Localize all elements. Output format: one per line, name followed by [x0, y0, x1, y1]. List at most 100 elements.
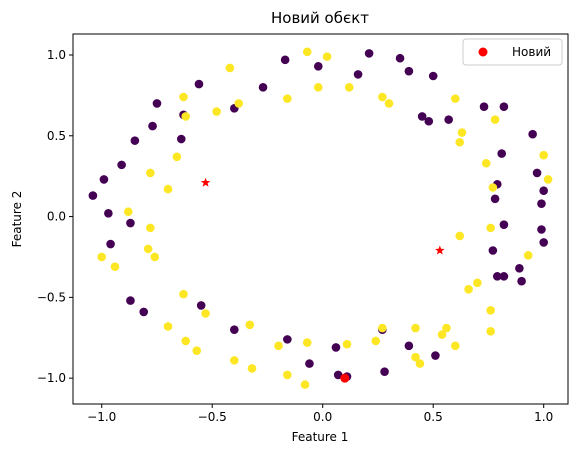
data-point-class-0 — [152, 99, 162, 108]
data-point-class-1 — [302, 47, 312, 57]
data-point-class-1 — [300, 380, 310, 389]
data-point-class-0 — [532, 168, 542, 178]
data-point-class-1 — [146, 223, 155, 233]
data-point-class-0 — [417, 112, 427, 121]
data-point-class-1 — [344, 83, 354, 92]
data-point-class-0 — [333, 370, 343, 380]
data-point-class-0 — [117, 160, 126, 170]
data-point-class-1 — [181, 336, 191, 346]
data-point-class-0 — [364, 49, 374, 58]
data-point-class-1 — [172, 152, 182, 162]
data-point-class-0 — [404, 66, 414, 76]
data-point-class-0 — [499, 220, 509, 229]
data-point-class-1 — [143, 244, 153, 254]
y-tick-label: 1.0 — [47, 48, 66, 62]
x-tick-label: −0.5 — [198, 410, 227, 424]
data-point-class-1 — [488, 183, 498, 192]
data-point-class-0 — [395, 53, 405, 63]
data-point-class-1 — [179, 289, 188, 299]
data-point-class-1 — [181, 112, 191, 121]
data-point-class-1 — [201, 309, 210, 318]
data-point-class-1 — [230, 356, 239, 365]
data-point-class-0 — [488, 246, 498, 255]
centroid-star-marker — [200, 177, 211, 187]
data-point-class-0 — [331, 343, 341, 352]
data-point-class-0 — [194, 79, 204, 89]
data-point-class-0 — [479, 102, 489, 112]
data-point-class-1 — [450, 341, 460, 351]
data-point-class-0 — [126, 296, 135, 305]
data-point-class-0 — [492, 272, 502, 281]
y-tick-label: 0.0 — [47, 210, 66, 224]
data-point-class-1 — [123, 207, 133, 217]
data-point-class-0 — [305, 359, 314, 368]
data-point-class-1 — [179, 92, 188, 102]
y-tick-label: −1.0 — [37, 371, 66, 385]
data-point-class-0 — [428, 71, 438, 81]
data-point-class-1 — [437, 330, 447, 339]
data-point-class-0 — [280, 55, 290, 65]
data-point-class-0 — [444, 115, 453, 124]
y-axis-label: Feature 2 — [10, 191, 24, 248]
data-point-class-1 — [442, 323, 451, 333]
data-point-class-1 — [283, 370, 292, 380]
legend: Новий — [462, 38, 563, 66]
legend-label-new: Новий — [512, 45, 551, 59]
data-point-class-0 — [431, 351, 440, 360]
plot-frame — [72, 33, 569, 405]
data-point-class-0 — [104, 209, 113, 218]
data-point-class-1 — [378, 323, 387, 333]
legend-marker-new — [478, 47, 488, 57]
data-point-class-0 — [313, 62, 323, 71]
data-point-class-1 — [163, 184, 173, 194]
data-point-class-0 — [196, 301, 206, 310]
data-point-class-0 — [176, 134, 186, 144]
data-point-class-1 — [150, 252, 160, 262]
data-point-class-1 — [247, 364, 257, 373]
data-point-class-0 — [497, 149, 507, 158]
data-point-class-1 — [97, 252, 107, 262]
chart-title: Новий обєкт — [271, 9, 369, 27]
data-point-class-1 — [457, 128, 467, 137]
data-point-class-1 — [539, 150, 548, 160]
y-tick-label: −0.5 — [37, 290, 66, 304]
data-point-class-1 — [486, 305, 495, 315]
x-tick-label: −1.0 — [87, 410, 116, 424]
data-point-class-1 — [283, 94, 292, 103]
data-point-class-1 — [245, 320, 255, 330]
data-point-class-0 — [537, 225, 546, 234]
data-point-class-0 — [537, 199, 546, 208]
data-point-class-0 — [106, 239, 115, 249]
data-point-class-1 — [411, 323, 420, 333]
data-point-class-1 — [543, 175, 553, 184]
data-point-class-1 — [225, 63, 235, 73]
data-point-class-0 — [424, 116, 434, 126]
data-point-class-0 — [258, 83, 268, 92]
data-point-class-0 — [283, 335, 292, 344]
data-point-class-1 — [415, 359, 425, 368]
data-point-class-1 — [523, 251, 533, 260]
data-point-class-0 — [99, 175, 109, 184]
x-tick-label: 1.0 — [534, 410, 553, 424]
data-point-class-1 — [146, 168, 155, 178]
data-point-class-0 — [517, 276, 526, 286]
data-point-class-1 — [163, 322, 173, 331]
data-point-class-1 — [342, 339, 352, 349]
data-point-class-0 — [139, 307, 149, 317]
data-point-class-1 — [371, 336, 381, 346]
centroid-star-marker — [435, 245, 445, 255]
data-point-class-1 — [473, 278, 482, 288]
data-point-class-0 — [230, 325, 239, 334]
data-point-class-0 — [130, 136, 140, 145]
legend-box — [462, 38, 563, 66]
data-point-class-1 — [481, 158, 491, 168]
data-point-class-1 — [378, 92, 387, 102]
data-point-class-0 — [88, 191, 98, 200]
data-point-class-1 — [313, 83, 323, 92]
x-axis-label: Feature 1 — [292, 430, 349, 444]
data-point-class-1 — [384, 99, 394, 108]
data-point-class-0 — [515, 263, 524, 273]
axis-ticks: −1.0 −0.5 0.0 0.5 1.0 −1.0 −0.5 0.0 0.5 1.0 — [37, 48, 553, 424]
x-tick-label: 0.5 — [424, 410, 443, 424]
